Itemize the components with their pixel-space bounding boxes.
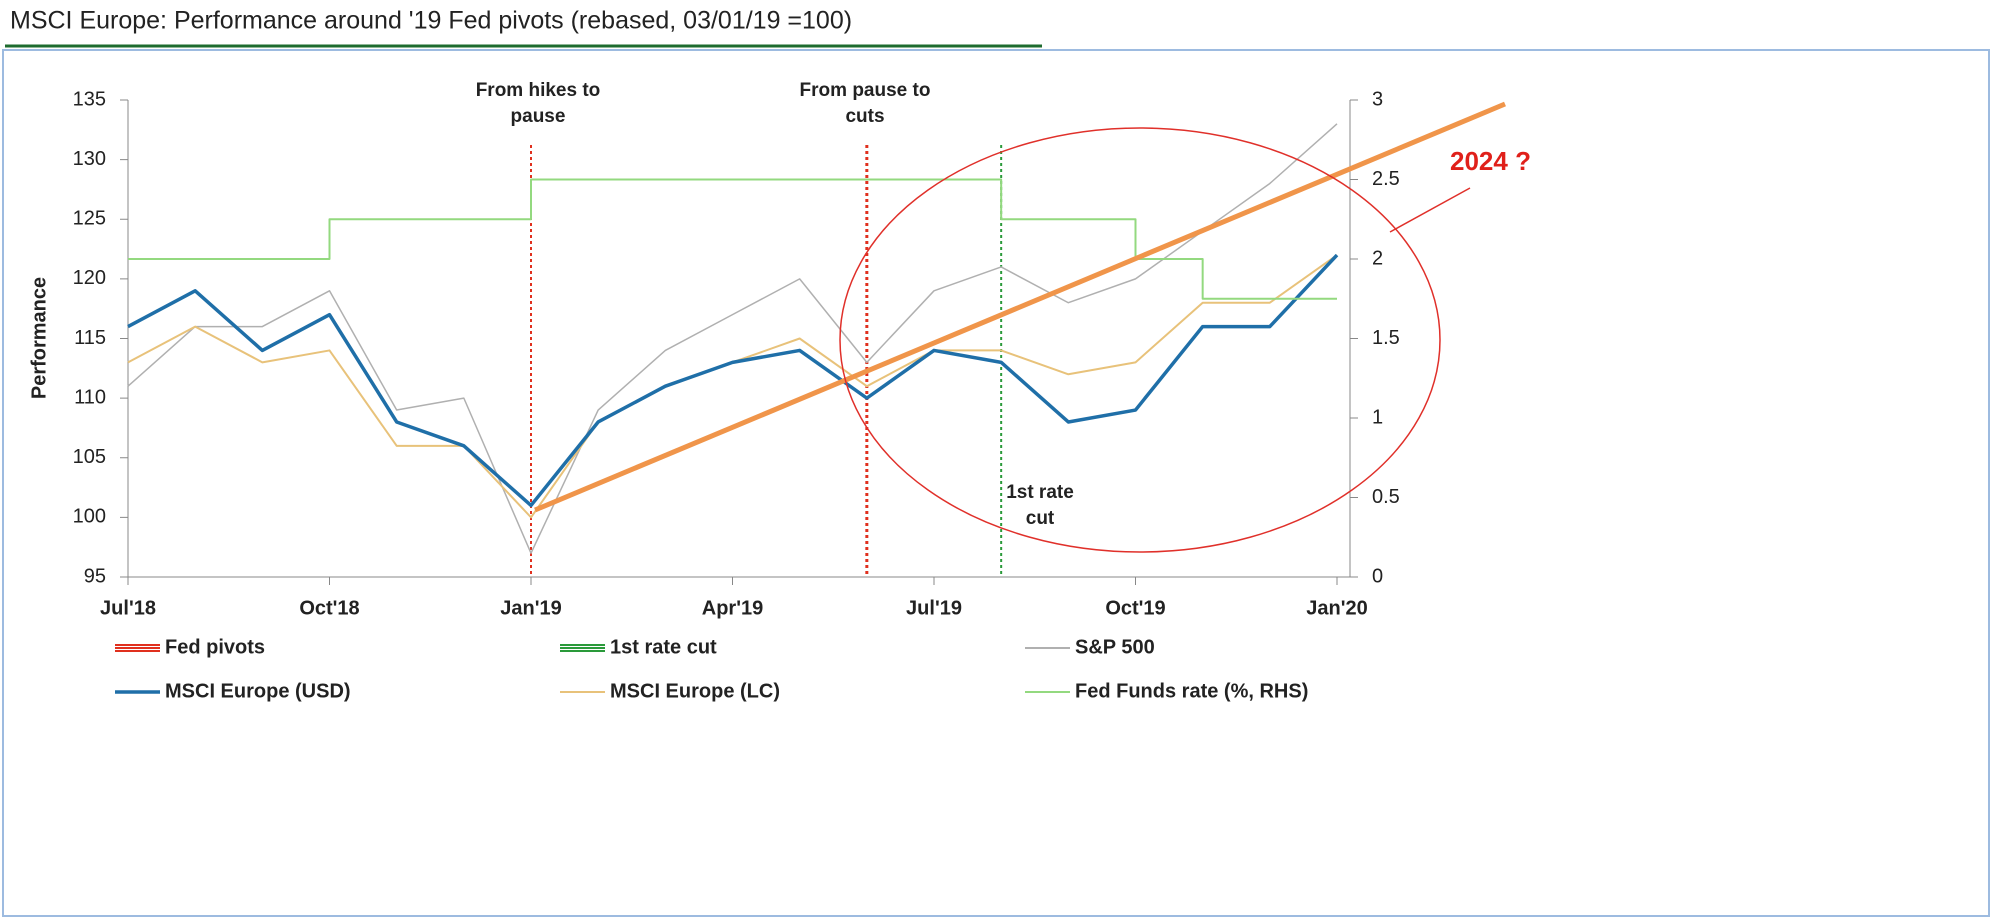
chart-title: MSCI Europe: Performance around '19 Fed …: [10, 7, 852, 35]
y-tick-label: 100: [73, 506, 106, 528]
x-tick-label: Oct'18: [299, 597, 359, 619]
legend-label: MSCI Europe (LC): [610, 680, 780, 702]
y-tick-label: 95: [84, 565, 106, 587]
y2-tick-label: 1.5: [1372, 327, 1400, 349]
legend-label: S&P 500: [1075, 636, 1155, 658]
highlight-ellipse: [839, 127, 1441, 553]
frame: [2, 49, 1990, 917]
series-line: [127, 253, 1339, 508]
legend-label: Fed pivots: [165, 636, 265, 658]
callout-line: [1389, 187, 1471, 233]
annotation: 2024 ?: [1450, 146, 1531, 176]
series-line: [128, 178, 1337, 300]
annotation: 1st rate cut: [1006, 482, 1074, 529]
y2-tick-label: 1: [1372, 406, 1383, 428]
x-tick-label: Jan'19: [500, 597, 561, 619]
y-tick-label: 130: [73, 148, 106, 170]
legend-label: Fed Funds rate (%, RHS): [1075, 680, 1308, 702]
y2-tick-label: 2: [1372, 247, 1383, 269]
y-tick-label: 105: [73, 446, 106, 468]
legend-label: 1st rate cut: [610, 636, 717, 658]
y2-tick-label: 3: [1372, 88, 1383, 110]
y-tick-label: 120: [73, 267, 106, 289]
y2-tick-label: 0.5: [1372, 486, 1400, 508]
series-line: [127, 123, 1338, 554]
trend-line: [534, 101, 1506, 513]
x-tick-label: Jul'19: [906, 597, 962, 619]
y-tick-label: 125: [73, 208, 106, 230]
annotation: From pause to cuts: [799, 80, 931, 127]
y-tick-label: 110: [74, 386, 106, 408]
y2-tick-label: 0: [1372, 565, 1383, 587]
x-tick-label: Jan'20: [1306, 597, 1367, 619]
legend-label: MSCI Europe (USD): [165, 680, 351, 702]
x-tick-label: Jul'18: [100, 597, 156, 619]
x-tick-label: Oct'19: [1105, 597, 1165, 619]
y-tick-label: 135: [73, 88, 106, 110]
y-axis-label: Performance: [28, 277, 50, 399]
y2-tick-label: 2.5: [1372, 168, 1400, 190]
x-tick-label: Apr'19: [702, 597, 763, 619]
annotation: From hikes to pause: [475, 80, 601, 127]
y-tick-label: 115: [74, 327, 106, 349]
